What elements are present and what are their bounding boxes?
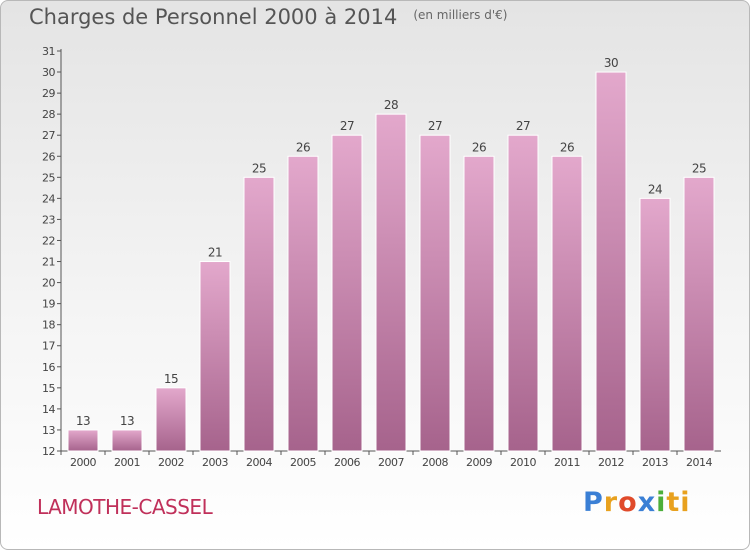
x-tick-label: 2008 (422, 456, 448, 469)
x-tick-label: 2013 (642, 456, 668, 469)
x-tick-label: 2001 (114, 456, 140, 469)
y-tick-label: 16 (42, 361, 55, 374)
y-tick-label: 19 (42, 298, 55, 311)
x-tick-label: 2005 (290, 456, 316, 469)
logo-letter: P (583, 487, 604, 518)
bar (331, 134, 363, 452)
bar (375, 113, 407, 452)
bar-value-label: 24 (648, 182, 662, 196)
y-tick-label: 23 (42, 213, 55, 226)
bar-value-label: 27 (428, 119, 442, 133)
x-tick-label: 2009 (466, 456, 492, 469)
chart-title-text: Charges de Personnel 2000 à 2014 (29, 5, 398, 29)
bar-value-label: 28 (384, 98, 398, 112)
y-tick-label: 29 (42, 87, 55, 100)
y-tick-label: 17 (42, 340, 55, 353)
logo-letter: i (656, 487, 667, 518)
bar-value-label: 25 (692, 161, 706, 175)
proxiti-logo[interactable]: Proxiti (583, 487, 691, 518)
bar-value-label: 13 (120, 414, 134, 428)
bar-value-label: 27 (516, 119, 530, 133)
x-tick-label: 2006 (334, 456, 360, 469)
bar (67, 429, 99, 452)
x-tick-label: 2010 (510, 456, 536, 469)
x-tick-label: 2004 (246, 456, 272, 469)
y-tick-label: 25 (42, 171, 55, 184)
x-tick-label: 2003 (202, 456, 228, 469)
y-tick-label: 27 (42, 129, 55, 142)
logo-letter: r (603, 487, 619, 518)
bar (463, 155, 495, 452)
bar-value-label: 13 (76, 414, 90, 428)
bar (287, 155, 319, 452)
bar-value-label: 27 (340, 119, 354, 133)
logo-letter: o (618, 487, 638, 518)
logo-letter: x (637, 487, 657, 518)
bar-value-label: 30 (604, 56, 618, 70)
bar (683, 176, 715, 452)
y-tick-label: 15 (42, 382, 55, 395)
bar-value-label: 26 (472, 140, 486, 154)
x-tick-label: 2002 (158, 456, 184, 469)
commune-name: LAMOTHE-CASSEL (37, 495, 213, 519)
bar-value-label: 15 (164, 372, 178, 386)
y-tick-label: 22 (42, 234, 55, 247)
bar-layer (67, 71, 715, 452)
bar (595, 71, 627, 452)
bar-value-label: 25 (252, 161, 266, 175)
x-tick-label: 2014 (686, 456, 712, 469)
bar-value-label: 21 (208, 246, 222, 260)
bar-value-label: 26 (560, 140, 574, 154)
y-tick-label: 12 (42, 445, 55, 458)
chart-subtitle: (en milliers d'€) (413, 8, 508, 22)
bar (155, 387, 187, 452)
y-tick-label: 24 (42, 192, 55, 205)
y-tick-label: 14 (42, 403, 55, 416)
y-tick-label: 20 (42, 277, 55, 290)
bar (199, 261, 231, 452)
bar-value-label: 26 (296, 140, 310, 154)
x-tick-label: 2007 (378, 456, 404, 469)
label-layer: 13 13 15 21 25 26 27 28 27 26 27 26 30 24 25 (76, 56, 707, 428)
x-tick-label: 2000 (70, 456, 96, 469)
bar (507, 134, 539, 452)
bar (639, 197, 671, 452)
bar (419, 134, 451, 452)
y-tick-label: 21 (42, 256, 55, 269)
bar (551, 155, 583, 452)
bar (243, 176, 275, 452)
x-tick-label: 2011 (554, 456, 580, 469)
x-tick-label: 2012 (598, 456, 624, 469)
axis-layer: 12 13 14 15 16 17 18 19 20 21 22 23 24 25 26 27 28 29 30 31… (42, 45, 721, 469)
logo-letter: ti (666, 487, 691, 518)
y-tick-label: 30 (42, 66, 55, 79)
y-tick-label: 28 (42, 108, 55, 121)
y-tick-label: 26 (42, 150, 55, 163)
y-tick-label: 31 (42, 45, 55, 58)
chart-title: Charges de Personnel 2000 à 2014 (en mill… (29, 5, 507, 29)
y-tick-label: 13 (42, 424, 55, 437)
y-tick-label: 18 (42, 319, 55, 332)
bar (111, 429, 143, 452)
